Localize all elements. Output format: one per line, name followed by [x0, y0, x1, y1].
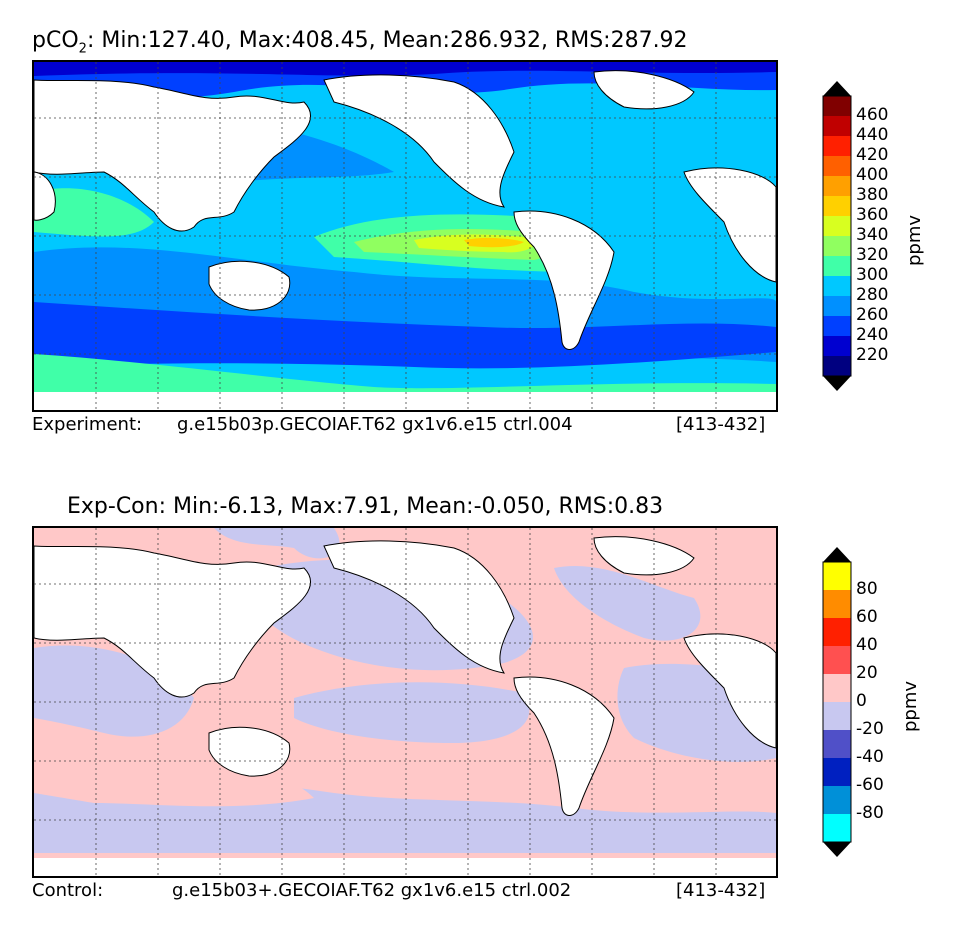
ocean-band-300-320-indian	[34, 188, 154, 237]
colorbar-tick-label: -80	[856, 803, 884, 823]
land-greenland	[593, 70, 695, 110]
colorbar-tick-label: 60	[856, 607, 878, 627]
colorbar-segment	[823, 256, 851, 277]
colorbar-frame	[822, 95, 852, 377]
colorbar-segment	[823, 176, 851, 197]
colorbar-segment	[823, 702, 851, 731]
ocean-band-240-260-south	[34, 302, 776, 369]
land-south-america	[513, 676, 615, 816]
colorbar-tick-label: 40	[856, 635, 878, 655]
colorbar-frame	[822, 561, 852, 843]
land-antarctica	[34, 392, 776, 410]
colorbar-segment	[823, 196, 851, 217]
title-subscript: 2	[78, 41, 87, 57]
colorbar-tick-label: 300	[856, 265, 889, 285]
map1-footer-left: Experiment:	[32, 414, 143, 435]
colorbar-segment	[823, 216, 851, 237]
diff-band-pos-south	[34, 753, 314, 807]
land-eurasia	[34, 545, 311, 698]
colorbar-tick-label: 220	[856, 345, 889, 365]
colorbar-top-extend	[823, 81, 851, 96]
land-africa	[683, 633, 776, 749]
colorbar-segment	[823, 136, 851, 157]
colorbar-tick-label: 400	[856, 165, 889, 185]
colorbar-segment	[823, 356, 851, 377]
land-australia	[208, 260, 291, 311]
map2-colorbar-svg	[822, 547, 852, 857]
colorbar-top-extend	[823, 547, 851, 562]
map1-footer-years: [413-432]	[676, 414, 766, 435]
colorbar-tick-label: 360	[856, 205, 889, 225]
map2-graticule	[34, 528, 776, 876]
map1-plot-area	[32, 60, 778, 412]
colorbar-tick-label: -20	[856, 719, 884, 739]
colorbar-segment	[823, 758, 851, 787]
colorbar-tick-label: 420	[856, 145, 889, 165]
map1-colorbar-svg	[822, 81, 852, 391]
map1-footer-case: g.e15b03p.GECOIAF.T62 gx1v6.e15 ctrl.004	[177, 414, 573, 435]
land-greenland	[593, 536, 695, 576]
map2-footer-left: Control:	[32, 880, 104, 901]
diff-band-neg-top	[214, 528, 340, 559]
colorbar-tick-label: -40	[856, 747, 884, 767]
map2-colorbar	[822, 546, 852, 858]
map2-plot-area	[32, 526, 778, 878]
colorbar-segment	[823, 618, 851, 647]
land-south-america	[513, 210, 615, 350]
colorbar-segment	[823, 276, 851, 297]
colorbar-tick-label: 340	[856, 225, 889, 245]
colorbar-tick-label: 20	[856, 663, 878, 683]
colorbar-segment	[823, 590, 851, 619]
colorbar-segment	[823, 646, 851, 675]
map2-footer-case: g.e15b03+.GECOIAF.T62 gx1v6.e15 ctrl.002	[172, 880, 572, 901]
map2-footer-years: [413-432]	[676, 880, 766, 901]
colorbar-segment	[823, 814, 851, 843]
colorbar-segment	[823, 336, 851, 357]
colorbar-tick-label: 460	[856, 105, 889, 125]
colorbar-tick-label: 80	[856, 579, 878, 599]
colorbar-tick-label: 320	[856, 245, 889, 265]
map2-svg	[34, 528, 776, 876]
colorbar-bottom-extend	[823, 842, 851, 857]
land-north-america	[323, 540, 515, 674]
colorbar-bottom-extend	[823, 376, 851, 391]
colorbar-segment	[823, 674, 851, 703]
colorbar-tick-label: 440	[856, 125, 889, 145]
land-eurasia	[34, 79, 311, 232]
land-australia	[208, 726, 291, 777]
land-antarctica	[34, 858, 776, 876]
colorbar-segment	[823, 562, 851, 591]
land-africa-east	[34, 171, 56, 221]
colorbar-segment	[823, 786, 851, 815]
diff-band-neg-natl	[554, 565, 701, 641]
colorbar-segment	[823, 296, 851, 317]
title-stats: : Min:127.40, Max:408.45, Mean:286.932, …	[86, 28, 688, 53]
map1-colorbar	[822, 80, 852, 392]
colorbar-tick-label: 240	[856, 325, 889, 345]
diff-band-neg-eqpac	[294, 682, 530, 743]
map1-colorbar-unit: ppmv	[904, 214, 925, 266]
colorbar-segment	[823, 96, 851, 117]
map1-svg	[34, 62, 776, 410]
land-north-america	[323, 74, 515, 208]
ocean-band-360-380	[464, 237, 524, 248]
colorbar-tick-label: 260	[856, 305, 889, 325]
colorbar-segment	[823, 316, 851, 337]
land-africa	[683, 167, 776, 283]
title-prefix: pCO	[32, 28, 79, 53]
colorbar-segment	[823, 236, 851, 257]
colorbar-tick-label: 0	[856, 691, 867, 711]
colorbar-tick-label: -60	[856, 775, 884, 795]
colorbar-segment	[823, 730, 851, 759]
ocean-band-220-240	[34, 62, 776, 76]
map1-graticule	[34, 62, 776, 410]
colorbar-tick-label: 380	[856, 185, 889, 205]
map2-colorbar-unit: ppmv	[900, 680, 921, 732]
map2-title: Exp-Con: Min:-6.13, Max:7.91, Mean:-0.05…	[67, 494, 664, 519]
map1-title: pCO2: Min:127.40, Max:408.45, Mean:286.9…	[32, 28, 688, 56]
colorbar-tick-label: 280	[856, 285, 889, 305]
colorbar-segment	[823, 116, 851, 137]
colorbar-segment	[823, 156, 851, 177]
